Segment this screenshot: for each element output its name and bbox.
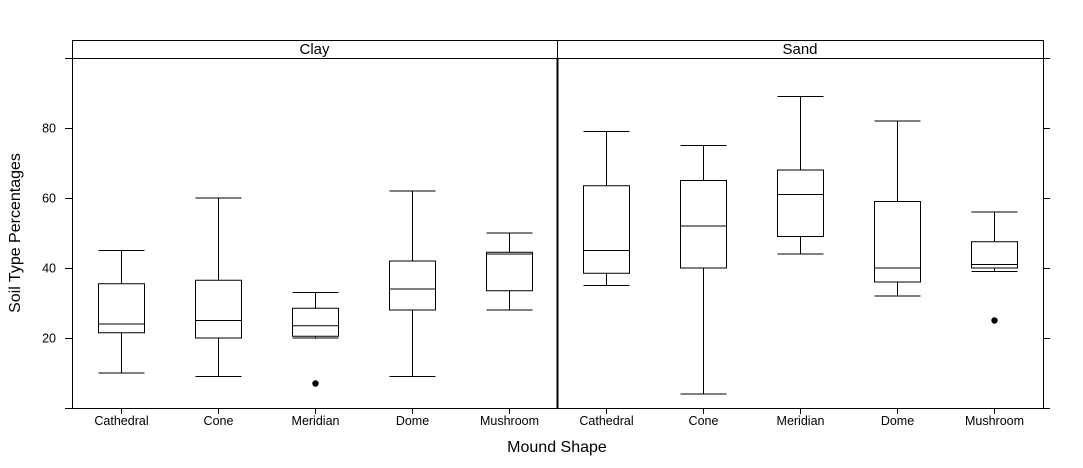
x-tick-label: Meridian xyxy=(777,414,825,428)
box-sand-meridian xyxy=(777,96,824,255)
box-clay-cone xyxy=(195,197,242,377)
iqr-box xyxy=(777,169,824,237)
box-sand-cone xyxy=(680,145,727,395)
iqr-box xyxy=(971,241,1018,269)
iqr-box xyxy=(389,260,436,311)
strip-sand xyxy=(557,40,1044,59)
outlier-point xyxy=(312,380,319,387)
outlier-point xyxy=(991,317,998,324)
x-tick-label: Mushroom xyxy=(480,414,539,428)
box-clay-cathedral xyxy=(98,250,145,374)
x-tick-label: Dome xyxy=(396,414,429,428)
iqr-box xyxy=(486,251,533,292)
x-tick-label: Mushroom xyxy=(965,414,1024,428)
box-clay-dome xyxy=(389,190,436,377)
x-tick-label: Meridian xyxy=(292,414,340,428)
axes: 20 40 60 80 Cathedral Cone Meridian Dome Mushroo… xyxy=(42,58,1050,428)
panel-frame-clay xyxy=(72,58,558,409)
x-tick-label: Cathedral xyxy=(94,414,148,428)
box-sand-mushroom xyxy=(971,211,1018,324)
iqr-box xyxy=(874,201,921,283)
iqr-box xyxy=(292,307,339,337)
iqr-box xyxy=(98,283,145,334)
y-axis-title: Soil Type Percentages xyxy=(7,153,24,313)
box-sand-dome xyxy=(874,120,921,297)
x-tick-label: Cathedral xyxy=(579,414,633,428)
strip-label-clay: Clay xyxy=(299,41,330,58)
y-tick-label: 40 xyxy=(42,262,56,276)
iqr-box xyxy=(680,180,727,269)
box-sand-cathedral xyxy=(583,131,630,286)
iqr-box xyxy=(195,279,242,339)
x-tick-label: Cone xyxy=(204,414,234,428)
boxes xyxy=(98,96,1018,395)
box-clay-meridian xyxy=(292,292,339,387)
y-tick-label: 80 xyxy=(42,122,56,136)
x-tick-label: Cone xyxy=(689,414,719,428)
y-tick-label: 60 xyxy=(42,192,56,206)
box-clay-mushroom xyxy=(486,232,533,311)
panel-strips: Clay Sand xyxy=(72,40,1044,59)
x-tick-label: Dome xyxy=(881,414,914,428)
strip-label-sand: Sand xyxy=(782,41,817,58)
y-tick-label: 20 xyxy=(42,332,56,346)
iqr-box xyxy=(583,185,630,274)
x-axis-title: Mound Shape xyxy=(507,439,607,456)
